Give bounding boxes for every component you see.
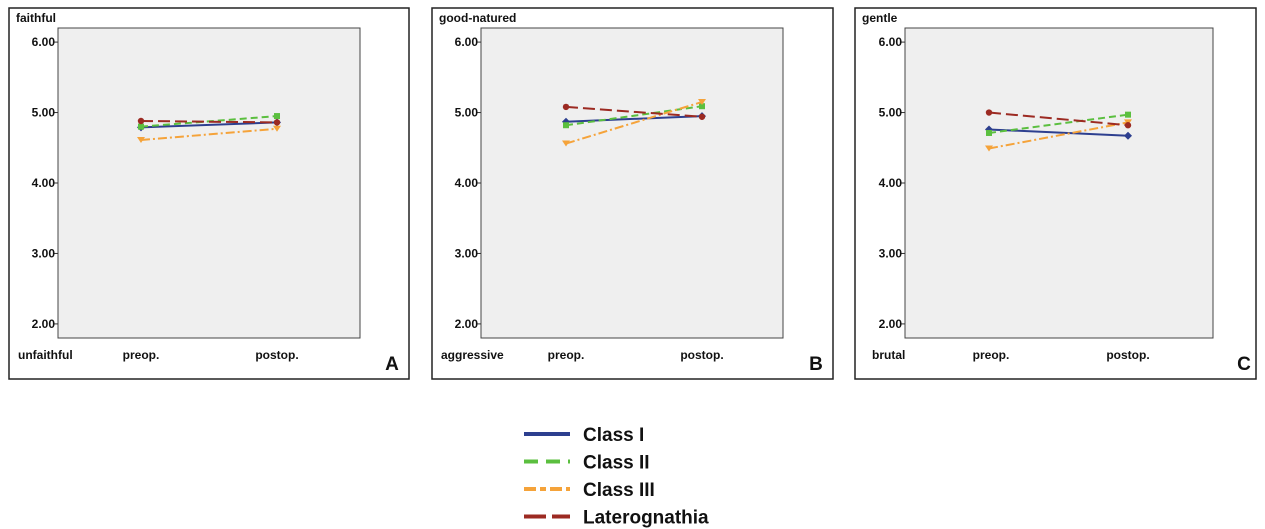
y-axis: 2.00 3.00 4.00 5.00 6.00 xyxy=(455,35,481,331)
data-point-class-iii-postop xyxy=(273,125,281,132)
data-point-class-ii-postop xyxy=(274,113,280,120)
data-point-laterognathia-preop xyxy=(562,103,570,111)
panel-bottom-label: unfaithful xyxy=(18,348,73,362)
y-tick-label: 2.00 xyxy=(879,317,903,331)
series-line-class-i xyxy=(565,115,703,123)
data-point-class-iii-postop xyxy=(698,98,706,105)
x-tick-label-preop: preop. xyxy=(123,348,160,362)
panel-letter: B xyxy=(809,354,823,375)
plot-area xyxy=(904,27,1214,339)
data-point-class-ii-postop xyxy=(699,103,705,110)
y-tick-label: 6.00 xyxy=(455,35,479,49)
series-line-class-iii xyxy=(565,101,703,145)
y-tick-label: 3.00 xyxy=(879,246,903,260)
series-line-laterognathia xyxy=(565,105,703,118)
y-tick-label: 3.00 xyxy=(32,246,56,260)
panel-top-label: faithful xyxy=(16,11,56,25)
legend-label-class-i: Class I xyxy=(583,425,644,446)
data-point-class-i-postop xyxy=(1124,131,1132,140)
y-tick-label: 2.00 xyxy=(455,317,479,331)
plot-area xyxy=(480,27,784,339)
x-tick-label-postop: postop. xyxy=(1106,348,1149,362)
data-point-class-ii-preop xyxy=(986,129,992,136)
legend-label-class-iii: Class III xyxy=(583,480,655,501)
y-tick-label: 2.00 xyxy=(32,317,56,331)
y-tick-label: 4.00 xyxy=(455,176,479,190)
legend-label-laterognathia: Laterognathia xyxy=(583,508,709,529)
x-tick-label-postop: postop. xyxy=(255,348,298,362)
data-point-class-iii-preop xyxy=(985,145,993,152)
data-point-class-iii-preop xyxy=(137,137,145,144)
panel-top-label: good-natured xyxy=(439,11,516,25)
series-line-class-iii xyxy=(988,121,1129,150)
y-tick-label: 5.00 xyxy=(32,106,56,120)
chart-panel-a: faithful unfaithful preop. postop. A 2.0… xyxy=(8,7,410,380)
data-point-laterognathia-preop xyxy=(985,109,993,116)
panel-bottom-label: brutal xyxy=(872,348,905,362)
x-tick-label-postop: postop. xyxy=(680,348,723,362)
series-line-class-i xyxy=(140,121,278,129)
series-line-class-ii xyxy=(988,113,1129,134)
data-point-class-ii-postop xyxy=(1125,111,1131,118)
y-tick-label: 6.00 xyxy=(32,35,56,49)
x-tick-label-preop: preop. xyxy=(973,348,1010,362)
y-axis: 2.00 3.00 4.00 5.00 6.00 xyxy=(32,35,58,331)
data-point-laterognathia-postop xyxy=(698,113,706,120)
panel-letter: A xyxy=(385,354,399,375)
y-tick-label: 6.00 xyxy=(879,35,903,49)
data-point-class-ii-preop xyxy=(563,122,569,129)
series-line-class-iii xyxy=(140,127,278,142)
y-tick-label: 3.00 xyxy=(455,246,479,260)
data-point-class-ii-preop xyxy=(138,123,144,130)
legend: Class I Class II Class III Laterognathia xyxy=(524,425,709,529)
data-point-laterognathia-postop xyxy=(273,119,281,126)
plot-area xyxy=(57,27,361,339)
series-line-laterognathia xyxy=(988,111,1129,127)
series-layer xyxy=(985,109,1132,152)
legend-label-class-ii: Class II xyxy=(583,453,650,474)
y-tick-label: 4.00 xyxy=(32,176,56,190)
chart-panel-c: gentle brutal preop. postop. C 2.00 3.00 4… xyxy=(854,7,1257,380)
y-tick-label: 5.00 xyxy=(879,106,903,120)
x-tick-label-preop: preop. xyxy=(548,348,585,362)
data-point-laterognathia-postop xyxy=(1124,122,1132,129)
series-layer xyxy=(137,113,281,144)
chart-panel-b: good-natured aggressive preop. postop. B… xyxy=(431,7,834,380)
data-point-class-iii-preop xyxy=(562,140,570,147)
series-line-laterognathia xyxy=(140,120,278,124)
series-line-class-ii xyxy=(565,105,703,127)
panel-bottom-label: aggressive xyxy=(441,348,504,362)
panel-letter: C xyxy=(1237,354,1251,375)
series-layer xyxy=(562,98,706,147)
y-tick-label: 5.00 xyxy=(455,106,479,120)
y-tick-label: 4.00 xyxy=(879,176,903,190)
panel-top-label: gentle xyxy=(862,11,898,25)
y-axis: 2.00 3.00 4.00 5.00 6.00 xyxy=(879,35,905,331)
data-point-laterognathia-preop xyxy=(137,117,145,125)
